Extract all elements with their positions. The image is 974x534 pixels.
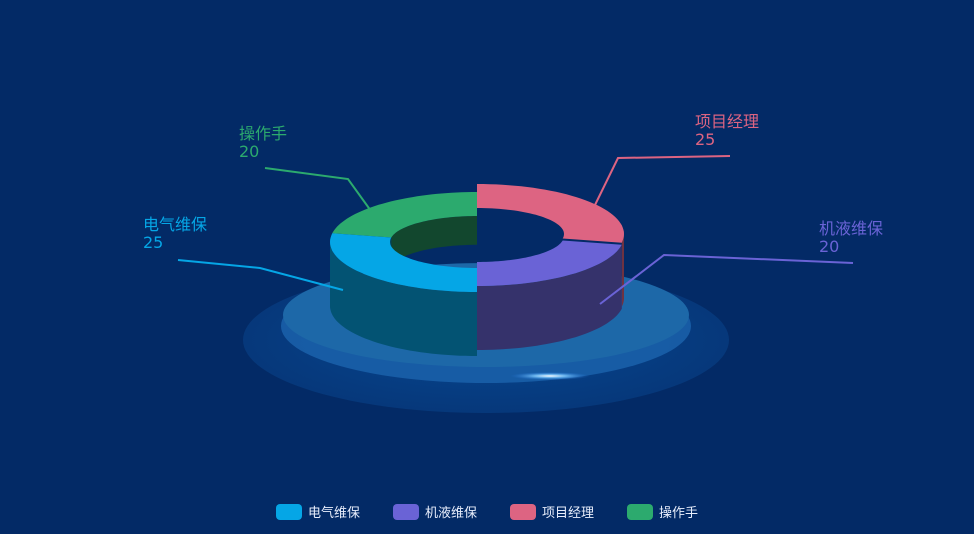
- legend-swatch-1: [392, 503, 419, 520]
- legend-label-1: 机液维保: [424, 506, 477, 521]
- slice-label-value-2: 25: [695, 130, 715, 149]
- slice-side-3: [391, 216, 477, 267]
- slice-side-1: [477, 244, 622, 350]
- legend-item-1[interactable]: 机液维保: [392, 502, 477, 521]
- slice-label-name-3: 操作手: [239, 124, 287, 143]
- legend-label-2: 项目经理: [542, 506, 595, 521]
- leader-line-0: [177, 259, 344, 291]
- leader-line-1: [599, 253, 854, 305]
- legend-label-3: 操作手: [659, 506, 699, 521]
- legend-item-3[interactable]: 操作手: [627, 502, 698, 521]
- legend-item-0[interactable]: 电气维保: [275, 502, 360, 521]
- slice-label-value-3: 20: [239, 142, 259, 161]
- slice-side-2: [621, 234, 624, 307]
- slice-2[interactable]: [477, 184, 624, 243]
- slice-3[interactable]: [332, 192, 477, 238]
- legend-swatch-3: [627, 503, 654, 520]
- slice-label-name-0: 电气维保: [143, 215, 207, 234]
- legend-swatch-0: [275, 503, 302, 520]
- legend-swatch-2: [510, 503, 536, 520]
- legend-label-0: 电气维保: [307, 506, 360, 521]
- slice-0[interactable]: [330, 233, 477, 292]
- slice-label-value-1: 20: [819, 237, 839, 256]
- slice-label-name-2: 项目经理: [695, 112, 759, 131]
- donut-3d: [330, 184, 624, 356]
- slice-label-value-0: 25: [143, 233, 163, 252]
- legend: 电气维保 机液维保 项目经理 操作手: [0, 502, 974, 521]
- slice-1[interactable]: [477, 240, 622, 287]
- leader-line-3: [264, 167, 372, 212]
- leader-line-2: [593, 155, 731, 208]
- legend-item-2[interactable]: 项目经理: [510, 502, 594, 521]
- slice-label-name-1: 机液维保: [819, 219, 883, 238]
